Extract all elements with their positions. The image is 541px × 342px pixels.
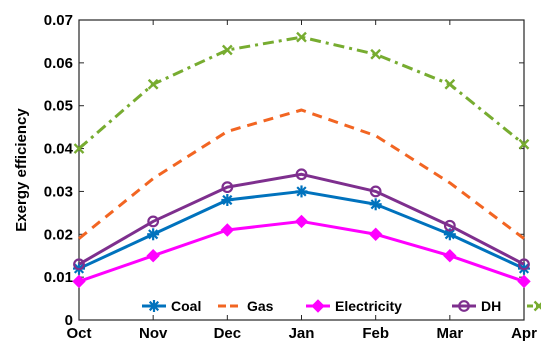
y-axis-label: Exergy efficiency: [13, 108, 30, 232]
data-point-hp: [370, 48, 382, 60]
y-tick-label: 0.06: [44, 55, 73, 72]
legend: Coal Gas Electricity DH HP: [142, 298, 541, 314]
legend-marker-electricity: [311, 299, 325, 313]
data-point-hp: [518, 138, 530, 150]
data-point-dh: [147, 215, 160, 228]
legend-label-electricity: Electricity: [335, 298, 402, 314]
data-point-dh: [518, 258, 530, 271]
x-tick-label: Oct: [66, 325, 91, 342]
x-tick-label: Jan: [289, 325, 315, 342]
series-line-hp: [78, 35, 525, 150]
data-point-dh: [221, 181, 234, 194]
data-point-electricity: [517, 274, 531, 289]
x-tick-label: Apr: [511, 325, 537, 342]
data-point-hp: [147, 78, 159, 90]
legend-label-coal: Coal: [171, 298, 201, 314]
series-electricity: [72, 214, 531, 289]
data-point-hp: [221, 44, 233, 56]
legend-marker-coal: [148, 300, 160, 312]
data-point-coal: [147, 228, 160, 241]
data-point-dh: [443, 219, 456, 232]
legend-item-gas: Gas: [218, 298, 274, 314]
y-tick-label: 0.07: [44, 12, 73, 29]
data-point-electricity: [220, 223, 235, 237]
x-tick-label: Mar: [436, 325, 463, 342]
data-point-coal: [221, 194, 234, 206]
x-axis-ticks: Oct Nov Dec Jan Feb Mar Apr: [66, 20, 537, 342]
y-tick-label: 0.05: [44, 98, 73, 115]
data-point-electricity: [443, 249, 457, 263]
legend-item-coal: Coal: [142, 298, 201, 314]
y-tick-label: 0.04: [44, 141, 74, 158]
data-point-electricity: [368, 227, 383, 241]
legend-item-hp: HP: [527, 300, 541, 312]
series-gas: [78, 108, 525, 240]
x-tick-label: Feb: [362, 325, 389, 342]
data-point-dh: [295, 168, 308, 181]
legend-item-electricity: Electricity: [306, 298, 402, 314]
data-point-dh: [369, 185, 382, 198]
data-point-hp: [444, 78, 456, 90]
y-tick-label: 0: [65, 312, 73, 329]
x-tick-label: Dec: [214, 325, 242, 342]
legend-label-gas: Gas: [247, 298, 274, 314]
legend-label-dh: DH: [481, 298, 501, 314]
data-point-electricity: [146, 249, 160, 263]
y-tick-label: 0.01: [44, 269, 73, 286]
series-group: [72, 31, 531, 289]
data-point-electricity: [72, 274, 86, 289]
x-tick-label: Nov: [139, 325, 168, 342]
data-point-coal: [295, 185, 308, 198]
y-tick-label: 0.03: [44, 183, 73, 200]
data-point-coal: [369, 198, 382, 211]
series-line-dh: [78, 172, 525, 266]
data-point-hp: [73, 143, 85, 154]
legend-item-dh: DH: [452, 298, 501, 314]
data-point-electricity: [294, 214, 309, 229]
series-dh: [73, 168, 530, 271]
data-point-dh: [73, 258, 85, 271]
series-hp: [73, 31, 530, 154]
y-axis-ticks: 0 0.01 0.02 0.03 0.04 0.05 0.06 0.07: [44, 12, 524, 329]
legend-marker-dh: [458, 300, 470, 312]
series-line-gas: [78, 108, 525, 240]
data-point-hp: [296, 31, 307, 43]
legend-marker-hp: [533, 300, 541, 312]
y-tick-label: 0.02: [44, 226, 73, 243]
